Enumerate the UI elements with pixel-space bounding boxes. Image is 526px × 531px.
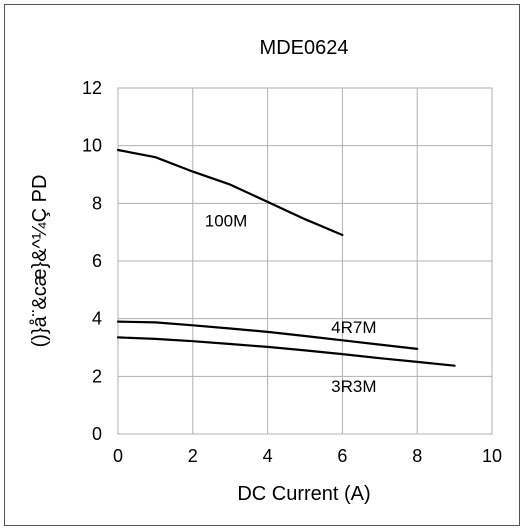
x-tick-label: 8 bbox=[412, 446, 422, 466]
series-lines bbox=[116, 148, 456, 367]
plot-area bbox=[117, 87, 493, 435]
series-labels: 100M 4R7M 3R3M bbox=[205, 211, 377, 396]
series-line-4r7m bbox=[116, 320, 419, 350]
y-tick-label: 12 bbox=[82, 78, 102, 98]
x-tick-label: 4 bbox=[263, 446, 273, 466]
series-line-100m bbox=[116, 148, 344, 237]
series-line-3r3m bbox=[116, 336, 456, 367]
x-tick-label: 10 bbox=[482, 446, 502, 466]
y-tick-label: 6 bbox=[92, 251, 102, 271]
y-tick-label: 8 bbox=[92, 193, 102, 213]
x-tick-label: 0 bbox=[113, 446, 123, 466]
y-axis-label: ()}å¨&cæ}&^¼Ç PD bbox=[29, 175, 51, 348]
chart-frame bbox=[4, 4, 520, 526]
x-axis-label: DC Current (A) bbox=[237, 483, 370, 505]
grid bbox=[117, 87, 493, 435]
y-tick-label: 10 bbox=[82, 136, 102, 156]
series-label-4r7m: 4R7M bbox=[331, 318, 376, 337]
x-tick-label: 6 bbox=[337, 446, 347, 466]
y-tick-label: 4 bbox=[92, 309, 102, 329]
x-tick-label: 2 bbox=[188, 446, 198, 466]
y-tick-label: 2 bbox=[92, 366, 102, 386]
tick-labels: 0 2 4 6 8 10 0 2 4 6 8 10 12 bbox=[82, 78, 502, 466]
series-label-100m: 100M bbox=[205, 211, 248, 230]
y-tick-label: 0 bbox=[92, 424, 102, 444]
series-label-3r3m: 3R3M bbox=[331, 377, 376, 396]
chart-title: MDE0624 bbox=[260, 37, 349, 59]
